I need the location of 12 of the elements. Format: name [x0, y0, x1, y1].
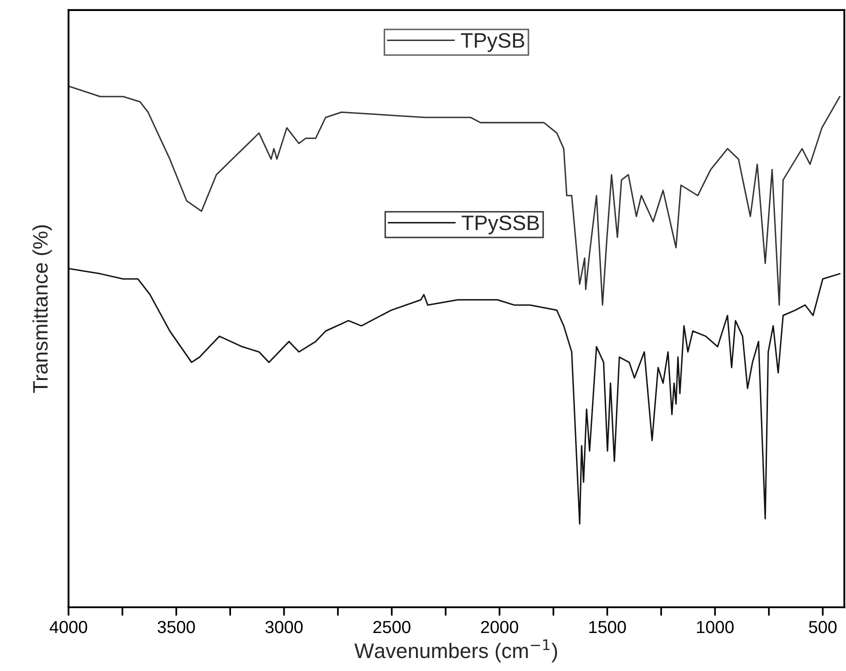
x-tick-label: 1000 [697, 620, 734, 634]
legend-label: TPySSB [462, 215, 539, 234]
legend-label: TPySB [460, 33, 524, 52]
x-tick-label: 2500 [373, 620, 410, 634]
x-tick-label: 3000 [265, 620, 303, 634]
x-tick-label: 1500 [589, 620, 626, 634]
x-axis-title: Wavenumbers (cm$^{−1}$) [354, 639, 558, 662]
x-tick-label: 2000 [481, 620, 518, 634]
y-axis-title: Transmittance (%) [32, 225, 52, 393]
x-tick-label: 4000 [50, 620, 88, 634]
x-tick-label: 3500 [158, 620, 195, 634]
x-tick-label: 500 [808, 620, 837, 634]
